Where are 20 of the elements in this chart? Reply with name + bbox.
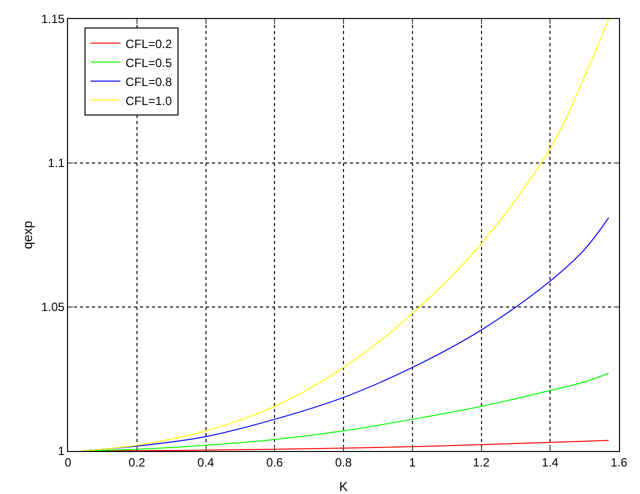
x-tick-label: 1.6 bbox=[610, 455, 628, 470]
y-tick-label: 1.1 bbox=[48, 156, 65, 170]
legend-label: CFL=1.0 bbox=[126, 94, 172, 108]
y-axis-title: qexp bbox=[20, 220, 35, 250]
x-tick-label: 0.8 bbox=[335, 455, 352, 470]
x-tick-label: 0 bbox=[64, 455, 72, 470]
x-axis-title: K bbox=[339, 479, 348, 494]
legend-label: CFL=0.2 bbox=[126, 36, 172, 51]
y-tick-label: 1.15 bbox=[41, 12, 65, 26]
legend-label: CFL=0.8 bbox=[126, 74, 172, 89]
x-tick-label: 1.4 bbox=[542, 455, 559, 470]
x-tick-label: 0.2 bbox=[128, 455, 146, 470]
x-tick-label: 0.4 bbox=[197, 455, 214, 470]
x-tick-label: 1 bbox=[409, 455, 416, 470]
legend-label: CFL=0.5 bbox=[126, 56, 172, 70]
y-tick-label: 1.05 bbox=[41, 300, 65, 314]
line-series bbox=[81, 19, 610, 451]
x-tick-label: 0.6 bbox=[266, 455, 284, 470]
x-tick-label: 1.2 bbox=[472, 455, 490, 470]
y-tick-label: 1 bbox=[58, 444, 65, 458]
